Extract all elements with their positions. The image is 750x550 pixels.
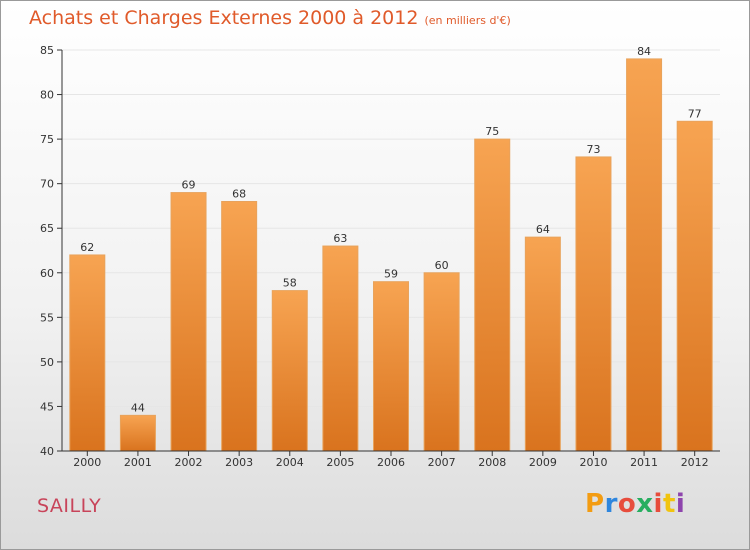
x-tick-label: 2007 <box>428 456 456 469</box>
x-tick-label: 2005 <box>326 456 354 469</box>
bars: 62 44 69 68 58 63 59 60 75 64 73 84 77 <box>69 45 713 452</box>
bar-value-label: 58 <box>283 277 297 290</box>
logo-letter: i <box>653 489 663 519</box>
y-tick-label: 80 <box>40 89 54 102</box>
bar-value-label: 68 <box>232 187 246 200</box>
logo-letter: o <box>617 489 637 519</box>
x-tick-label: 2001 <box>124 456 152 469</box>
bar-2007 <box>423 272 460 452</box>
x-tick-label: 2009 <box>529 456 557 469</box>
x-tick-label: 2010 <box>579 456 607 469</box>
y-tick-label: 70 <box>40 178 54 191</box>
bar-value-label: 69 <box>182 179 196 192</box>
logo-letter: i <box>675 489 686 519</box>
bar-2005 <box>322 245 359 452</box>
bar-value-label: 75 <box>485 125 499 138</box>
y-tick-label: 50 <box>40 356 54 369</box>
x-tick-label: 2008 <box>478 456 506 469</box>
bar-2000 <box>69 254 106 452</box>
bar-value-label: 64 <box>536 223 550 236</box>
y-tick-label: 60 <box>40 267 54 280</box>
bar-value-label: 60 <box>435 259 449 272</box>
x-tick-label: 2012 <box>681 456 709 469</box>
y-tick-label: 55 <box>40 311 54 324</box>
logo-letter: x <box>636 489 654 519</box>
y-tick-label: 65 <box>40 222 54 235</box>
bar-2011 <box>626 58 663 452</box>
bar-2012 <box>676 120 713 452</box>
x-tick-label: 2003 <box>225 456 253 469</box>
bar-2008 <box>474 138 511 452</box>
bar-2001 <box>119 414 156 452</box>
chart-unit-label: (en milliers d'€) <box>424 14 511 27</box>
x-tick-label: 2002 <box>175 456 203 469</box>
commune-name: SAILLY <box>37 495 102 517</box>
bar-value-label: 62 <box>80 241 94 254</box>
bar-value-label: 59 <box>384 268 398 281</box>
chart-title: Achats et Charges Externes 2000 à 2012 (e… <box>29 7 511 29</box>
y-tick-label: 75 <box>40 133 54 146</box>
logo-letter: P <box>585 489 605 519</box>
bar-value-label: 63 <box>333 232 347 245</box>
x-tick-label: 2011 <box>630 456 658 469</box>
bar-2006 <box>373 281 409 452</box>
proxiti-logo: Proxiti <box>585 489 685 519</box>
bar-2004 <box>271 290 308 452</box>
bar-value-label: 73 <box>586 143 600 156</box>
chart-title-text: Achats et Charges Externes 2000 à 2012 <box>29 7 419 29</box>
logo-letter: r <box>604 489 618 519</box>
x-tick-label: 2004 <box>276 456 304 469</box>
y-tick-label: 85 <box>40 44 54 57</box>
bar-value-label: 84 <box>637 45 651 58</box>
bar-2003 <box>221 200 258 452</box>
y-tick-label: 45 <box>40 400 54 413</box>
logo-letter: t <box>662 489 676 519</box>
bar-2010 <box>575 156 612 452</box>
bar-2009 <box>524 236 561 452</box>
x-tick-label: 2006 <box>377 456 405 469</box>
bar-2002 <box>170 192 207 452</box>
bar-value-label: 77 <box>688 107 702 120</box>
bar-value-label: 44 <box>131 401 145 414</box>
x-tick-label: 2000 <box>73 456 101 469</box>
axes: 40 45 50 55 60 65 70 75 80 85 2000 2001 2002 2003 2004… <box>40 44 720 469</box>
y-tick-label: 40 <box>40 445 54 458</box>
